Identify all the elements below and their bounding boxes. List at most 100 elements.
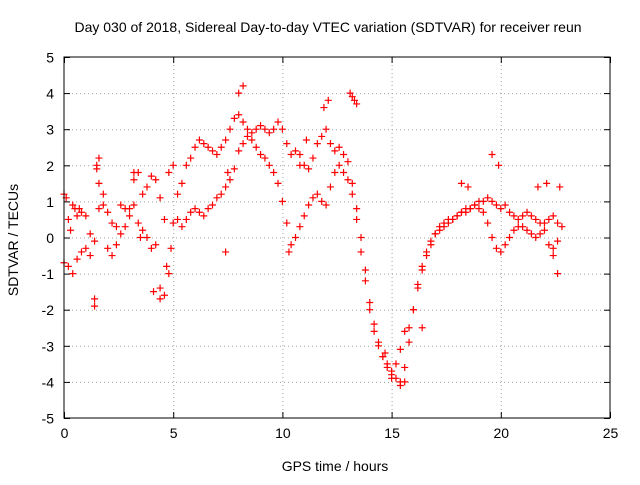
data-point	[174, 190, 182, 198]
y-tick-label: -2	[42, 302, 55, 318]
data-point	[226, 176, 234, 184]
data-point	[178, 223, 186, 231]
data-point	[77, 248, 85, 256]
data-point	[243, 132, 251, 140]
data-point	[248, 129, 256, 137]
data-point	[519, 223, 527, 231]
data-point	[182, 161, 190, 169]
x-tick-label: 0	[61, 425, 69, 441]
data-point	[69, 270, 77, 278]
data-point	[353, 100, 361, 108]
data-point	[396, 345, 404, 353]
data-point	[479, 197, 487, 205]
data-point	[222, 136, 230, 144]
data-point	[235, 89, 243, 97]
data-point	[324, 96, 332, 104]
data-point	[322, 201, 330, 209]
data-point	[82, 212, 90, 220]
data-point	[466, 205, 474, 213]
data-point	[405, 338, 413, 346]
data-point	[117, 201, 125, 209]
data-point	[91, 302, 99, 310]
data-point	[235, 111, 243, 119]
data-point	[549, 212, 557, 220]
data-point	[169, 161, 177, 169]
data-point	[523, 226, 531, 234]
data-point	[91, 237, 99, 245]
data-point	[554, 219, 562, 227]
data-point	[67, 226, 75, 234]
series-trace-b	[60, 132, 562, 379]
data-point	[326, 140, 334, 148]
tick-labels: 0 5 10 15 20 25 -5 -4 -3 -2 -1 0 1 2 3 4 5	[42, 50, 619, 442]
data-point	[226, 125, 234, 133]
data-point	[174, 215, 182, 223]
data-point	[484, 219, 492, 227]
data-point	[187, 154, 195, 162]
data-point	[261, 125, 269, 133]
data-point	[82, 244, 90, 252]
data-point	[257, 150, 265, 158]
data-point	[545, 215, 553, 223]
data-point	[239, 82, 247, 90]
data-point	[165, 169, 173, 177]
data-point	[296, 161, 304, 169]
data-point	[418, 262, 426, 270]
data-point	[152, 176, 160, 184]
chart-title: Day 030 of 2018, Sidereal Day-to-day VTE…	[74, 19, 581, 35]
data-point	[556, 183, 564, 191]
data-point	[361, 266, 369, 274]
data-point	[274, 118, 282, 126]
data-point	[217, 190, 225, 198]
data-point	[300, 212, 308, 220]
data-point	[252, 143, 260, 151]
data-point	[130, 176, 138, 184]
data-point	[204, 205, 212, 213]
data-point	[409, 306, 417, 314]
data-point	[370, 320, 378, 328]
data-point	[287, 150, 295, 158]
data-point	[217, 143, 225, 151]
data-point	[134, 219, 142, 227]
y-tick-label: 5	[46, 50, 54, 66]
data-point	[335, 161, 343, 169]
data-point	[392, 360, 400, 368]
y-tick-label: 4	[46, 86, 54, 102]
data-point	[353, 215, 361, 223]
data-point	[136, 234, 144, 241]
data-point	[379, 353, 387, 361]
data-point	[292, 234, 300, 241]
data-point	[366, 306, 374, 314]
data-point	[163, 262, 171, 270]
data-point	[374, 342, 382, 350]
data-point	[540, 219, 548, 227]
data-point	[104, 208, 112, 216]
data-point	[150, 288, 158, 296]
data-point	[147, 172, 155, 180]
data-point	[488, 197, 496, 205]
data-point	[93, 161, 101, 169]
y-tick-label: -1	[42, 266, 55, 282]
data-point	[156, 194, 164, 202]
data-point	[126, 212, 134, 220]
data-point	[283, 140, 291, 148]
data-point	[261, 154, 269, 162]
data-point	[331, 169, 339, 177]
data-point	[278, 125, 286, 133]
data-point	[91, 295, 99, 303]
data-point	[536, 230, 544, 238]
data-point	[69, 201, 77, 209]
data-point	[257, 122, 265, 130]
data-point	[292, 147, 300, 155]
data-point	[388, 374, 396, 382]
data-point	[239, 140, 247, 148]
data-point	[464, 183, 472, 191]
data-point	[545, 241, 553, 249]
data-point	[283, 219, 291, 227]
data-point	[348, 93, 356, 101]
data-point	[139, 226, 147, 234]
data-point	[270, 125, 278, 133]
x-tick-label: 25	[603, 425, 619, 441]
data-point	[195, 136, 203, 144]
